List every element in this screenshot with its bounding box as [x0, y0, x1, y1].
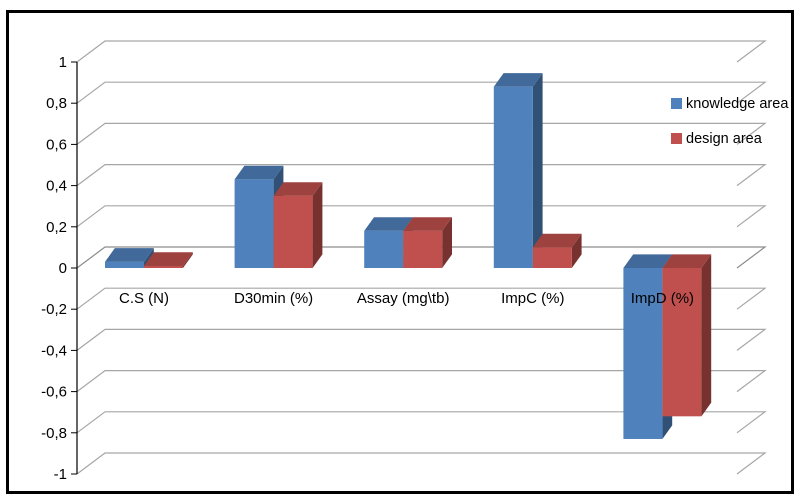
- gridline: [76, 370, 767, 393]
- legend-label: design area: [686, 131, 763, 147]
- x-category-label: C.S (N): [119, 290, 169, 307]
- legend-swatch: [671, 98, 682, 109]
- y-tick-label: -0,8: [41, 425, 67, 442]
- bar-top-face: [234, 165, 284, 180]
- bar-side-face: [183, 252, 193, 268]
- bar-design-area-5: [662, 254, 712, 417]
- bar-side-face: [701, 254, 712, 417]
- y-tick-label: -0,4: [41, 342, 67, 359]
- bar-top-face: [532, 233, 582, 248]
- gridline: [76, 122, 767, 145]
- bar-front-face: [662, 268, 702, 417]
- bar-top-face: [403, 217, 452, 231]
- bar-side-face: [442, 217, 452, 268]
- bar-front-face: [403, 230, 443, 268]
- y-tick-label: 0,4: [46, 178, 67, 195]
- bar-top-face: [623, 254, 673, 268]
- bar-top-face: [273, 182, 323, 196]
- bar-design-area-1: [144, 252, 193, 268]
- x-category-label: ImpC (%): [501, 290, 564, 307]
- bar-knowledge-area-3: [364, 217, 413, 268]
- gridline: [76, 452, 767, 475]
- y-tick-label: 1: [59, 54, 67, 71]
- gridline: [76, 81, 767, 104]
- category-labels: C.S (N) D30min (%) Assay (mg\tb) ImpC (%) Im…: [119, 290, 694, 307]
- bar-top-face: [105, 248, 154, 262]
- bar-design-area-2: [273, 182, 323, 268]
- bar-front-face: [144, 265, 183, 268]
- gridline: [76, 164, 767, 187]
- x-category-label: D30min (%): [234, 290, 313, 307]
- gridline: [76, 411, 767, 434]
- gridlines: [76, 40, 767, 475]
- bar-design-area-4: [532, 233, 582, 268]
- bar-front-face: [234, 179, 274, 268]
- bar-front-face: [273, 195, 313, 268]
- bar-top-face: [662, 254, 712, 268]
- gridline: [76, 205, 767, 228]
- gridline: [76, 40, 767, 63]
- bar-knowledge-area-4: [493, 73, 543, 268]
- legend-label: knowledge area: [686, 96, 789, 112]
- gridline: [76, 287, 767, 310]
- bar-design-area-3: [403, 217, 452, 268]
- bar-front-face: [364, 230, 404, 268]
- x-category-label: Assay (mg\tb): [357, 290, 450, 307]
- bar-top-face: [144, 252, 193, 266]
- bars: [105, 73, 712, 439]
- y-tick-label: 0,6: [46, 136, 67, 153]
- y-axis: 1 0,8 0,6 0,4 0,2 0 -0,2 -0,4 -0,6 -0,8 -1: [41, 54, 78, 483]
- y-tick-label: -0,2: [41, 301, 67, 318]
- y-tick-label: 0,8: [46, 95, 67, 112]
- bar-front-face: [532, 247, 572, 268]
- y-tick-label: 0: [59, 260, 67, 277]
- x-category-label: ImpD (%): [631, 290, 694, 307]
- y-tick-label: -0,6: [41, 384, 67, 401]
- gridline: [76, 328, 767, 351]
- bar-side-face: [312, 182, 323, 268]
- bar-front-face: [493, 86, 533, 268]
- bar-side-face: [532, 73, 543, 268]
- bar-top-face: [493, 73, 543, 87]
- bar-front-face: [623, 268, 663, 439]
- bar-front-face: [105, 261, 144, 268]
- y-tick-label: 0,2: [46, 219, 67, 236]
- legend-swatch: [671, 133, 682, 144]
- bar-top-face: [364, 217, 413, 231]
- y-tick-label: -1: [54, 466, 67, 483]
- bar-side-face: [571, 233, 582, 268]
- legend: knowledge area design area: [671, 96, 789, 147]
